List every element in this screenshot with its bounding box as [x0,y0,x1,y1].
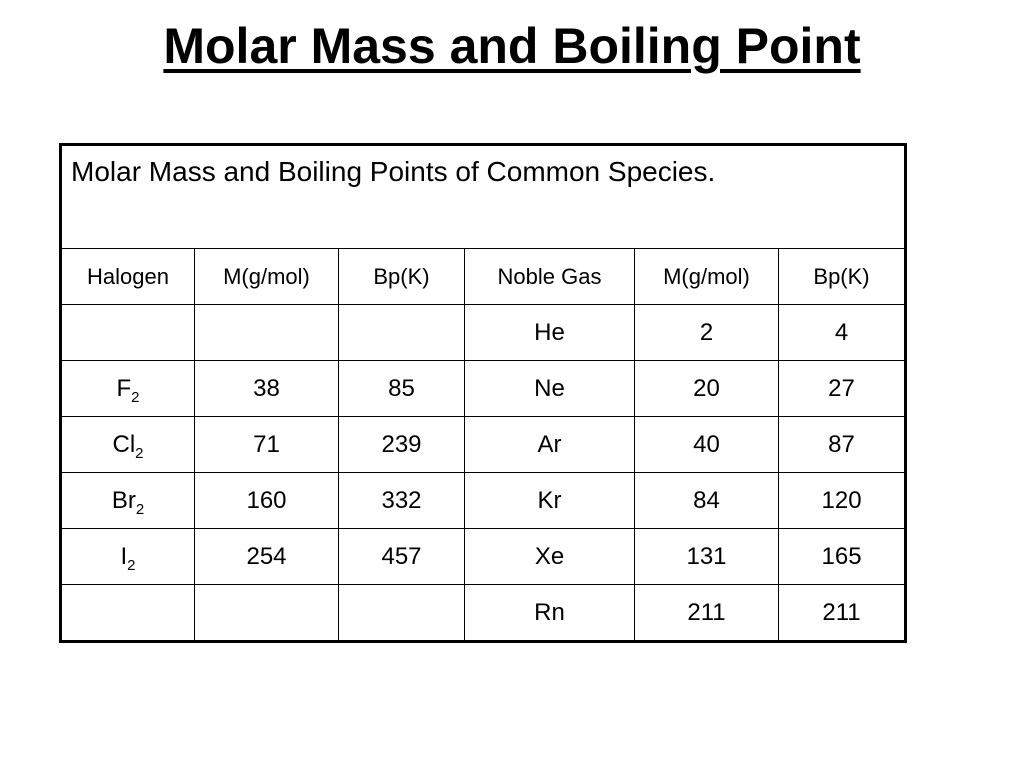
table-row: Rn 211 211 [60,584,907,642]
noble-bp-cell: 165 [777,528,907,585]
column-header-noble-gas: Noble Gas [464,248,635,305]
halogen-bp-cell: 457 [338,528,465,585]
halogen-mass-cell [194,584,339,642]
table-row: I2 254 457 Xe 131 165 [60,528,907,585]
noble-mass-cell: 20 [634,360,779,417]
noble-bp-cell: 120 [777,472,907,529]
column-header-halogen: Halogen [60,248,195,305]
header-row: Halogen M(g/mol) Bp(K) Noble Gas M(g/mol… [60,248,907,305]
halogen-cell [60,304,195,361]
halogen-cell [60,584,195,642]
noble-bp-cell: 211 [777,584,907,642]
table-caption: Molar Mass and Boiling Points of Common … [59,144,907,249]
column-header-halogen-bp: Bp(K) [338,248,465,305]
halogen-mass-cell [194,304,339,361]
table-row: Br2 160 332 Kr 84 120 [60,472,907,529]
halogen-bp-cell [338,584,465,642]
table-row: F2 38 85 Ne 20 27 [60,360,907,417]
noble-gas-cell: Xe [464,528,635,585]
halogen-bp-cell: 239 [338,416,465,473]
noble-bp-cell: 4 [777,304,907,361]
noble-mass-cell: 84 [634,472,779,529]
noble-gas-cell: Rn [464,584,635,642]
halogen-subscript: 2 [127,556,136,574]
halogen-cell: Cl2 [60,416,195,473]
halogen-mass-cell: 254 [194,528,339,585]
halogen-bp-cell: 85 [338,360,465,417]
data-table: Molar Mass and Boiling Points of Common … [59,143,908,643]
slide-title: Molar Mass and Boiling Point [163,18,861,74]
column-header-halogen-mass: M(g/mol) [194,248,339,305]
noble-gas-cell: Ar [464,416,635,473]
table-row: He 2 4 [60,304,907,361]
halogen-symbol: F [116,374,132,402]
halogen-symbol: I [120,542,128,570]
halogen-mass-cell: 160 [194,472,339,529]
halogen-subscript: 2 [131,388,140,406]
halogen-bp-cell [338,304,465,361]
noble-bp-cell: 27 [777,360,907,417]
halogen-cell: F2 [60,360,195,417]
halogen-cell: I2 [60,528,195,585]
halogen-cell: Br2 [60,472,195,529]
halogen-mass-cell: 71 [194,416,339,473]
noble-gas-cell: He [464,304,635,361]
column-header-noble-bp: Bp(K) [777,248,907,305]
halogen-subscript: 2 [135,500,145,518]
table-row: Cl2 71 239 Ar 40 87 [60,416,907,473]
halogen-mass-cell: 38 [194,360,339,417]
noble-mass-cell: 40 [634,416,779,473]
column-header-noble-mass: M(g/mol) [634,248,779,305]
noble-gas-cell: Kr [464,472,635,529]
caption-row: Molar Mass and Boiling Points of Common … [59,144,907,249]
noble-gas-cell: Ne [464,360,635,417]
noble-mass-cell: 2 [634,304,779,361]
halogen-symbol: Cl [112,430,136,458]
noble-mass-cell: 211 [634,584,779,642]
halogen-subscript: 2 [135,444,144,462]
halogen-bp-cell: 332 [338,472,465,529]
noble-bp-cell: 87 [777,416,907,473]
halogen-symbol: Br [111,486,136,514]
noble-mass-cell: 131 [634,528,779,585]
